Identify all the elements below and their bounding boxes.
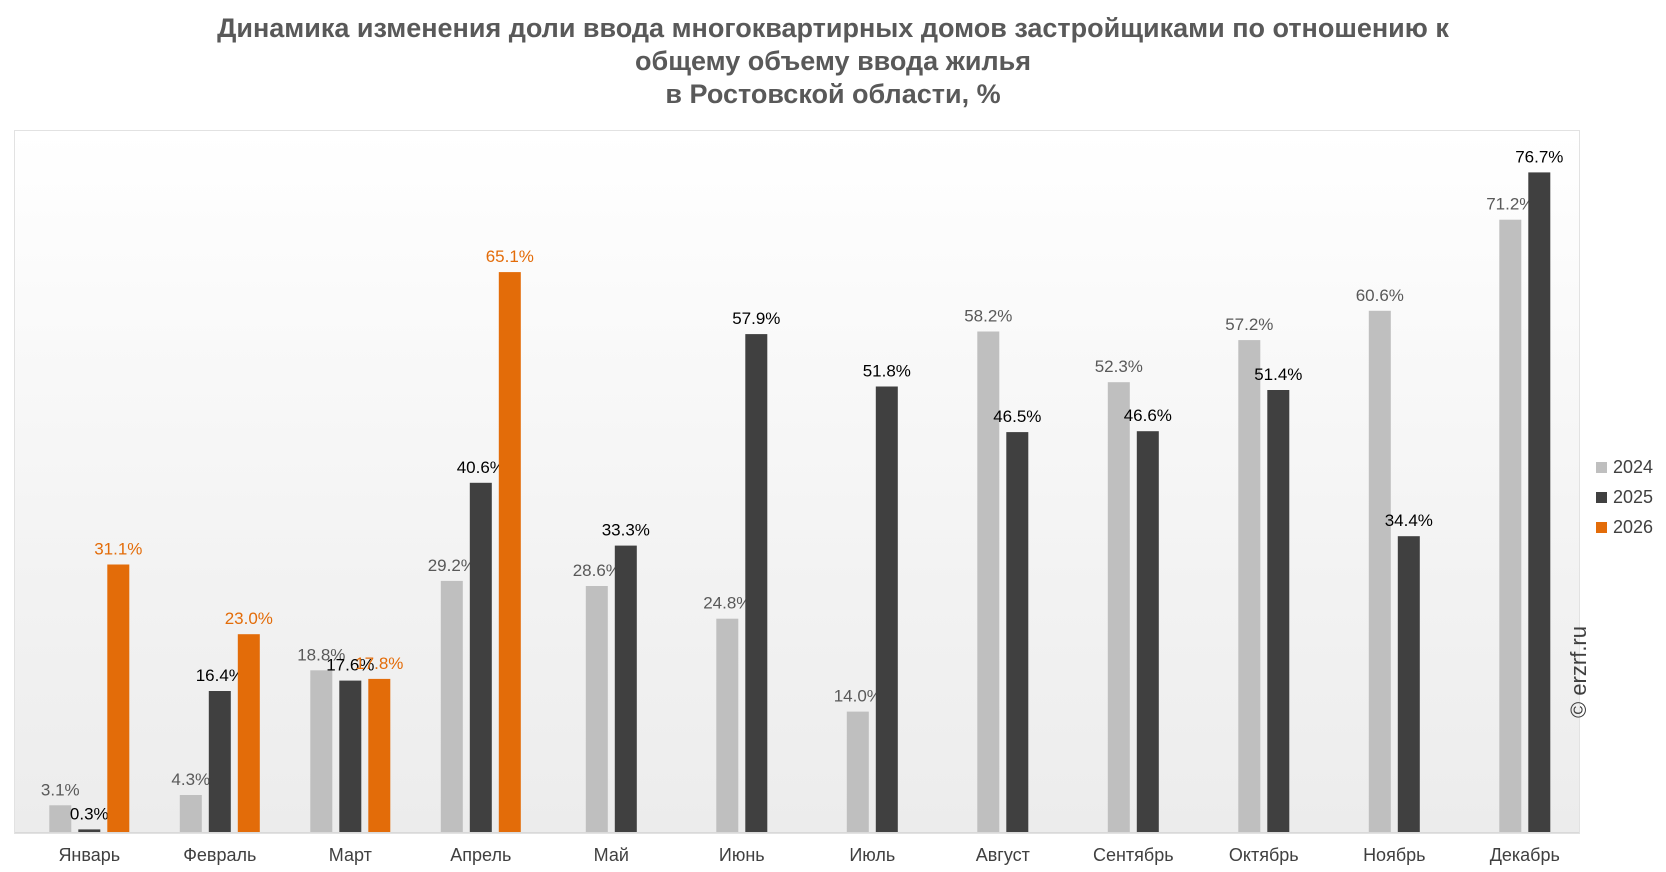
x-tick-label-12: Декабрь: [1490, 845, 1560, 865]
data-label-2025-12: 76.7%: [1515, 147, 1563, 166]
legend-label-2024: 2024: [1613, 456, 1654, 477]
data-label-2024-11: 60.6%: [1356, 286, 1404, 305]
bar-2025-2: [208, 691, 231, 832]
x-tick-label-11: Ноябрь: [1363, 845, 1425, 865]
bar-2024-11: [1368, 310, 1391, 832]
bar-2025-11: [1397, 536, 1420, 832]
x-tick-label-7: Июль: [849, 845, 895, 865]
bar-2025-5: [614, 545, 637, 832]
data-label-2024-4: 29.2%: [428, 556, 476, 575]
x-tick-label-2: Февраль: [183, 845, 256, 865]
bar-2024-6: [716, 618, 739, 832]
x-tick-label-4: Апрель: [450, 845, 511, 865]
bar-2024-4: [440, 580, 463, 832]
x-tick-label-10: Октябрь: [1229, 845, 1299, 865]
data-label-2025-8: 46.5%: [993, 407, 1041, 426]
data-label-2024-7: 14.0%: [834, 687, 882, 706]
bar-2025-4: [469, 482, 492, 832]
bar-2024-9: [1107, 382, 1130, 832]
bar-2026-2: [237, 634, 260, 832]
bar-2024-2: [179, 795, 202, 832]
legend: 2024 2025 2026: [1596, 452, 1653, 542]
x-tick-label-1: Январь: [58, 845, 120, 865]
legend-item-2024: 2024: [1596, 452, 1653, 482]
bar-2025-9: [1136, 431, 1159, 832]
legend-swatch-2026: [1596, 521, 1607, 533]
x-tick-label-6: Июнь: [719, 845, 765, 865]
bar-2026-3: [368, 678, 391, 832]
bar-2024-3: [310, 670, 333, 832]
x-tick-label-9: Сентябрь: [1093, 845, 1174, 865]
legend-item-2025: 2025: [1596, 482, 1653, 512]
bar-2026-4: [498, 272, 521, 833]
data-label-2024-2: 4.3%: [171, 770, 210, 789]
chart-title-line-3: в Ростовской области, %: [665, 79, 1001, 109]
legend-item-2026: 2026: [1596, 512, 1653, 542]
bar-2024-7: [846, 711, 869, 832]
data-label-2024-5: 28.6%: [573, 561, 621, 580]
bar-2025-8: [1006, 432, 1029, 832]
chart-title: Динамика изменения доли ввода многокварт…: [0, 12, 1666, 111]
bar-2025-1: [78, 829, 101, 832]
x-tick-label-3: Март: [329, 845, 372, 865]
bar-2024-8: [977, 331, 1000, 832]
x-tick-label-5: Май: [594, 845, 629, 865]
data-label-2025-9: 46.6%: [1124, 406, 1172, 425]
data-label-2024-9: 52.3%: [1095, 357, 1143, 376]
bar-2025-10: [1267, 390, 1290, 832]
data-label-2024-1: 3.1%: [41, 780, 80, 799]
x-tick-label-8: Август: [976, 845, 1030, 865]
data-label-2026-4: 65.1%: [486, 247, 534, 266]
bar-2025-3: [339, 680, 362, 832]
data-label-2026-2: 23.0%: [225, 609, 273, 628]
legend-swatch-2025: [1596, 491, 1607, 503]
bar-2025-12: [1528, 172, 1551, 832]
data-label-2025-11: 34.4%: [1385, 511, 1433, 530]
legend-label-2026: 2026: [1613, 516, 1654, 537]
bar-2024-1: [49, 805, 72, 832]
data-label-2025-7: 51.8%: [863, 362, 911, 381]
copyright-watermark: © erzrf.ru: [1566, 626, 1591, 718]
data-label-2026-1: 31.1%: [94, 540, 142, 559]
data-label-2024-8: 58.2%: [964, 307, 1012, 326]
data-label-2025-6: 57.9%: [732, 309, 780, 328]
bar-2024-10: [1238, 340, 1261, 832]
data-label-2025-1: 0.3%: [70, 804, 109, 823]
data-label-2025-5: 33.3%: [602, 521, 650, 540]
legend-label-2025: 2025: [1613, 486, 1654, 507]
bar-2026-1: [107, 564, 130, 832]
data-label-2026-3: 17.8%: [355, 654, 403, 673]
bar-2024-5: [585, 586, 608, 832]
data-label-2025-10: 51.4%: [1254, 365, 1302, 384]
chart-title-line-2: общему объему ввода жилья: [635, 46, 1031, 76]
data-label-2024-3: 18.8%: [297, 645, 345, 664]
bar-2025-6: [745, 334, 768, 832]
data-label-2025-3: 17.6%: [326, 656, 374, 675]
data-label-2024-12: 71.2%: [1486, 195, 1534, 214]
legend-swatch-2024: [1596, 461, 1607, 473]
plot-area: [14, 130, 1580, 834]
data-label-2024-6: 24.8%: [703, 594, 751, 613]
bar-2024-12: [1499, 219, 1522, 832]
data-label-2025-4: 40.6%: [457, 458, 505, 477]
data-label-2024-10: 57.2%: [1225, 315, 1273, 334]
chart-title-line-1: Динамика изменения доли ввода многокварт…: [217, 13, 1449, 43]
bar-2025-7: [875, 386, 898, 832]
data-label-2025-2: 16.4%: [196, 666, 244, 685]
